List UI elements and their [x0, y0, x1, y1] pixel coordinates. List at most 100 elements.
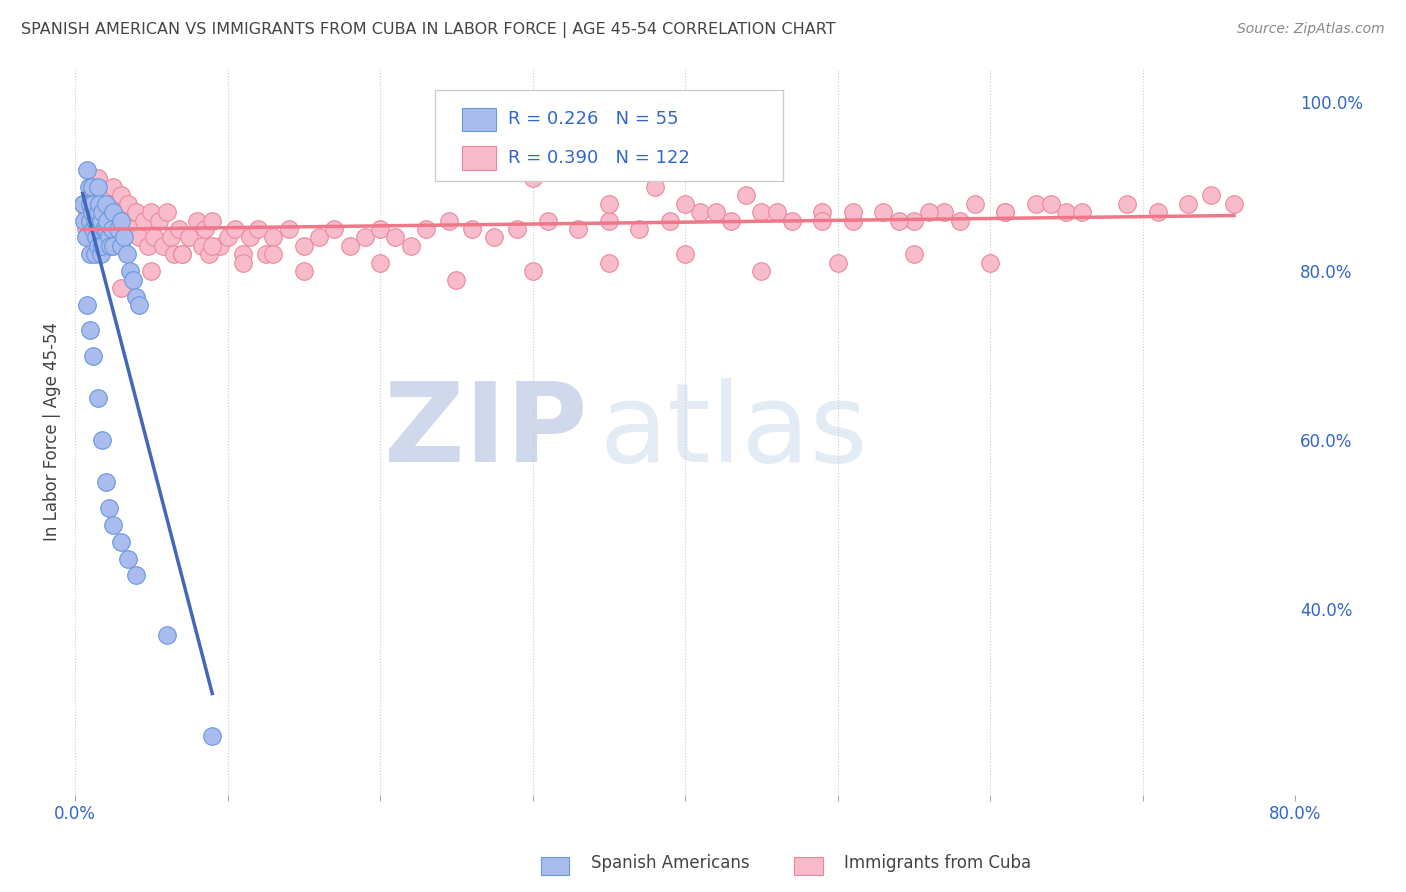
Point: [979, 256, 1001, 270]
Point: [80, 205, 103, 219]
Point: [110, 281, 132, 295]
Point: [94, 222, 117, 236]
Point: [155, 627, 177, 641]
Point: [141, 264, 163, 278]
Point: [194, 222, 217, 236]
Point: [704, 205, 727, 219]
Point: [567, 222, 589, 236]
Point: [152, 239, 174, 253]
Point: [101, 205, 124, 219]
Point: [934, 205, 956, 219]
Point: [148, 213, 170, 227]
Point: [872, 205, 894, 219]
Text: Spanish Americans: Spanish Americans: [591, 855, 749, 872]
FancyBboxPatch shape: [434, 90, 783, 181]
Point: [73, 213, 96, 227]
Point: [110, 213, 132, 227]
Point: [918, 205, 941, 219]
Point: [811, 213, 834, 227]
Point: [91, 239, 114, 253]
Point: [339, 239, 361, 253]
Point: [97, 230, 120, 244]
Point: [125, 568, 148, 582]
Point: [232, 256, 254, 270]
FancyBboxPatch shape: [461, 146, 496, 169]
Point: [91, 188, 114, 202]
Point: [673, 196, 696, 211]
Point: [1025, 196, 1047, 211]
Point: [190, 239, 212, 253]
Point: [79, 179, 101, 194]
Point: [384, 230, 406, 244]
Point: [112, 230, 135, 244]
Point: [1177, 196, 1199, 211]
Point: [94, 475, 117, 490]
Point: [522, 171, 544, 186]
Point: [323, 222, 346, 236]
Point: [75, 230, 97, 244]
Point: [141, 205, 163, 219]
Point: [598, 256, 620, 270]
Text: atlas: atlas: [599, 378, 868, 485]
Point: [125, 205, 148, 219]
Text: ZIP: ZIP: [384, 378, 588, 485]
Point: [994, 205, 1017, 219]
Point: [292, 239, 315, 253]
Point: [262, 247, 284, 261]
Point: [89, 196, 111, 211]
Point: [94, 205, 117, 219]
Point: [170, 247, 193, 261]
Point: [76, 162, 98, 177]
Point: [537, 213, 560, 227]
Point: [100, 222, 122, 236]
Point: [749, 205, 772, 219]
Point: [76, 205, 98, 219]
Text: SPANISH AMERICAN VS IMMIGRANTS FROM CUBA IN LABOR FORCE | AGE 45-54 CORRELATION : SPANISH AMERICAN VS IMMIGRANTS FROM CUBA…: [21, 22, 835, 38]
Point: [217, 230, 239, 244]
Point: [460, 222, 482, 236]
Point: [77, 179, 100, 194]
Point: [232, 247, 254, 261]
Point: [198, 247, 221, 261]
Point: [948, 213, 970, 227]
Point: [82, 222, 104, 236]
Point: [79, 213, 101, 227]
Point: [254, 247, 277, 261]
Point: [167, 222, 190, 236]
Point: [598, 196, 620, 211]
Text: R = 0.390   N = 122: R = 0.390 N = 122: [508, 149, 690, 167]
Point: [115, 247, 138, 261]
Point: [201, 239, 224, 253]
Point: [475, 137, 498, 152]
Point: [79, 205, 101, 219]
Point: [506, 222, 529, 236]
Point: [903, 213, 925, 227]
Point: [87, 179, 110, 194]
Point: [446, 273, 468, 287]
Point: [72, 196, 94, 211]
Point: [110, 213, 132, 227]
Point: [308, 230, 330, 244]
Point: [83, 247, 105, 261]
Point: [80, 179, 103, 194]
Point: [93, 222, 115, 236]
Point: [112, 205, 135, 219]
Text: Source: ZipAtlas.com: Source: ZipAtlas.com: [1237, 22, 1385, 37]
Point: [101, 517, 124, 532]
Point: [90, 213, 112, 227]
Point: [97, 500, 120, 515]
Point: [368, 256, 391, 270]
Point: [143, 230, 166, 244]
Point: [247, 222, 270, 236]
Point: [163, 247, 186, 261]
Point: [842, 213, 865, 227]
Point: [86, 230, 108, 244]
Point: [644, 179, 666, 194]
Point: [105, 213, 128, 227]
Point: [208, 239, 231, 253]
Point: [963, 196, 986, 211]
Point: [87, 171, 110, 186]
Point: [155, 205, 177, 219]
Point: [368, 222, 391, 236]
Text: R = 0.226   N = 55: R = 0.226 N = 55: [508, 111, 679, 128]
